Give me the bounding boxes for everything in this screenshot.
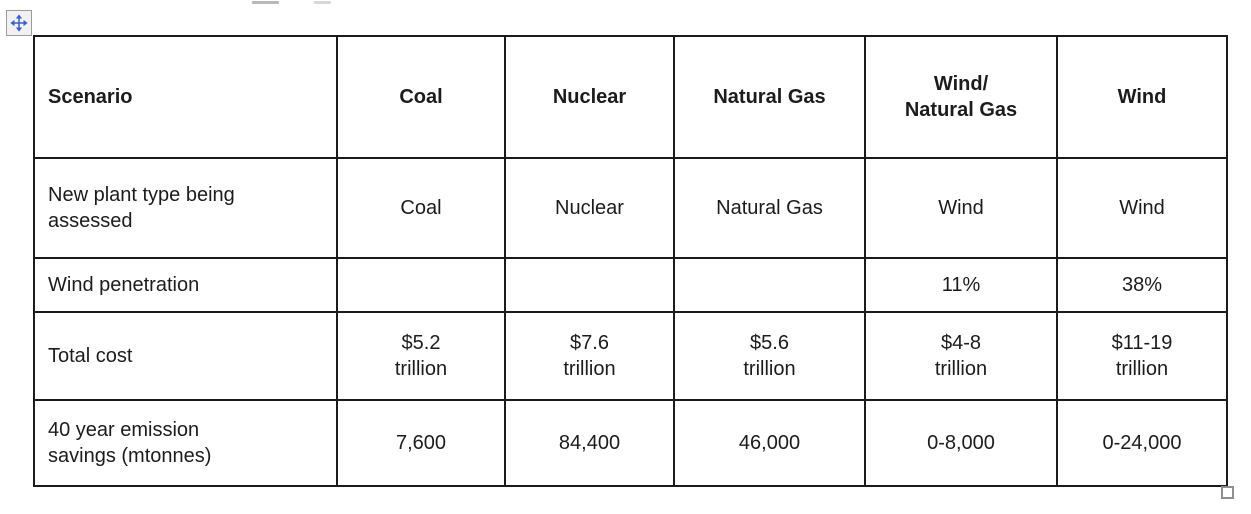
- data-cell[interactable]: 0-24,000: [1056, 399, 1228, 487]
- table-move-handle[interactable]: [6, 10, 32, 36]
- table-header-row: Scenario Coal Nuclear Natural Gas Wind/ …: [33, 35, 1228, 159]
- data-cell[interactable]: [336, 257, 506, 313]
- row-label-emission-savings[interactable]: 40 year emission savings (mtonnes): [33, 399, 338, 487]
- data-cell[interactable]: [504, 257, 675, 313]
- table-row: Total cost $5.2 trillion $7.6 trillion $…: [33, 311, 1228, 401]
- data-cell[interactable]: 84,400: [504, 399, 675, 487]
- header-cell-nuclear[interactable]: Nuclear: [504, 35, 675, 159]
- table-row: Wind penetration 11% 38%: [33, 257, 1228, 313]
- table-row: 40 year emission savings (mtonnes) 7,600…: [33, 399, 1228, 487]
- header-cell-wind[interactable]: Wind: [1056, 35, 1228, 159]
- data-cell[interactable]: 0-8,000: [864, 399, 1058, 487]
- scenario-comparison-table: Scenario Coal Nuclear Natural Gas Wind/ …: [33, 35, 1228, 487]
- data-cell[interactable]: $5.6 trillion: [673, 311, 866, 401]
- data-cell[interactable]: Natural Gas: [673, 157, 866, 259]
- data-cell[interactable]: [673, 257, 866, 313]
- header-cell-coal[interactable]: Coal: [336, 35, 506, 159]
- cropped-text-artifact: [252, 1, 279, 4]
- table-row: New plant type being assessed Coal Nucle…: [33, 157, 1228, 259]
- data-cell[interactable]: Coal: [336, 157, 506, 259]
- header-cell-scenario[interactable]: Scenario: [33, 35, 338, 159]
- data-cell[interactable]: 7,600: [336, 399, 506, 487]
- data-cell[interactable]: $11-19 trillion: [1056, 311, 1228, 401]
- header-cell-wind-natural-gas[interactable]: Wind/ Natural Gas: [864, 35, 1058, 159]
- data-cell[interactable]: $7.6 trillion: [504, 311, 675, 401]
- table-resize-handle[interactable]: [1221, 486, 1234, 499]
- data-cell[interactable]: Nuclear: [504, 157, 675, 259]
- data-cell[interactable]: 38%: [1056, 257, 1228, 313]
- data-cell[interactable]: Wind: [864, 157, 1058, 259]
- row-label-new-plant-type[interactable]: New plant type being assessed: [33, 157, 338, 259]
- data-cell[interactable]: $4-8 trillion: [864, 311, 1058, 401]
- row-label-total-cost[interactable]: Total cost: [33, 311, 338, 401]
- header-cell-natural-gas[interactable]: Natural Gas: [673, 35, 866, 159]
- data-cell[interactable]: 11%: [864, 257, 1058, 313]
- move-icon: [10, 14, 28, 32]
- cropped-text-artifact: [314, 1, 331, 4]
- data-cell[interactable]: Wind: [1056, 157, 1228, 259]
- data-cell[interactable]: $5.2 trillion: [336, 311, 506, 401]
- data-cell[interactable]: 46,000: [673, 399, 866, 487]
- row-label-wind-penetration[interactable]: Wind penetration: [33, 257, 338, 313]
